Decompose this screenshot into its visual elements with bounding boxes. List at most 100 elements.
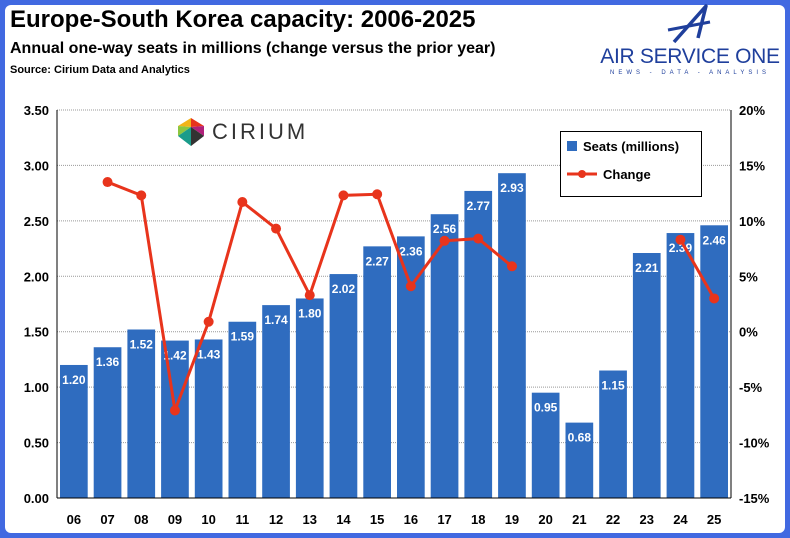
aso-name: AIR SERVICE ONE (600, 45, 780, 68)
bar-data-label: 2.02 (332, 282, 356, 296)
x-tick-label: 17 (437, 512, 451, 527)
y-left-tick-label: 1.00 (24, 380, 49, 395)
change-point (338, 190, 349, 201)
bar-data-label: 2.46 (702, 233, 726, 247)
change-point (136, 190, 147, 201)
y-right-tick-label: -5% (739, 380, 763, 395)
bar-data-label: 2.93 (500, 181, 524, 195)
line-swatch-icon (567, 170, 597, 178)
legend-item-change: Change (561, 160, 701, 188)
x-tick-label: 15 (370, 512, 384, 527)
y-left-tick-label: 1.50 (24, 325, 49, 340)
y-left-tick-label: 0.00 (24, 491, 49, 506)
legend-label: Change (603, 166, 651, 182)
y-right-tick-label: -15% (739, 491, 770, 506)
change-point (237, 197, 248, 208)
chart-subtitle: Annual one-way seats in millions (change… (10, 40, 496, 57)
bar-data-label: 1.80 (298, 306, 322, 320)
bar (531, 392, 560, 498)
change-point (169, 405, 180, 416)
bar (565, 422, 594, 498)
bar (194, 339, 223, 498)
change-point (675, 234, 686, 245)
bar (363, 246, 391, 498)
bar (498, 173, 526, 498)
bar (599, 370, 627, 498)
bar-data-label: 1.15 (601, 379, 625, 393)
x-tick-label: 09 (168, 512, 182, 527)
bar (228, 321, 257, 498)
change-point (405, 281, 416, 292)
bar (60, 364, 88, 498)
change-point (304, 290, 315, 301)
y-left-tick-label: 2.50 (24, 214, 49, 229)
bar-data-label: 1.36 (96, 355, 120, 369)
x-tick-label: 18 (471, 512, 485, 527)
cirium-mark-icon (178, 118, 204, 146)
x-tick-label: 25 (707, 512, 721, 527)
y-right-tick-label: 0% (739, 325, 758, 340)
x-tick-label: 10 (201, 512, 215, 527)
bar (632, 253, 661, 498)
legend-item-seats: Seats (millions) (561, 132, 701, 160)
y-right-tick-label: 20% (739, 103, 765, 118)
bar (93, 347, 122, 498)
x-tick-label: 24 (673, 512, 688, 527)
bar (666, 233, 695, 498)
x-tick-label: 11 (235, 512, 249, 527)
bar-data-label: 1.59 (231, 330, 255, 344)
legend: Seats (millions) Change (560, 131, 702, 197)
x-tick-label: 08 (134, 512, 148, 527)
air-service-one-logo: AIR SERVICE ONE NEWS - DATA - ANALYSIS (598, 4, 782, 77)
y-left-tick-label: 3.50 (24, 103, 49, 118)
bar-data-label: 2.21 (635, 261, 659, 275)
change-point (473, 233, 484, 244)
x-tick-label: 20 (538, 512, 552, 527)
x-tick-label: 14 (336, 512, 351, 527)
bar-data-label: 2.77 (467, 199, 491, 213)
bar (262, 305, 290, 498)
aso-tagline: NEWS - DATA - ANALYSIS (609, 70, 770, 76)
change-point (709, 293, 720, 304)
x-tick-label: 06 (67, 512, 81, 527)
bar-data-label: 1.42 (163, 349, 187, 363)
bar-data-label: 1.74 (264, 313, 288, 327)
change-point (372, 189, 383, 200)
change-line (679, 238, 716, 300)
bar-data-label: 0.95 (534, 401, 558, 415)
y-right-tick-label: 15% (739, 158, 765, 173)
x-tick-label: 16 (404, 512, 418, 527)
x-tick-label: 12 (269, 512, 283, 527)
y-right-tick-label: 10% (739, 214, 765, 229)
bar-data-label: 1.20 (62, 373, 86, 387)
bar (329, 274, 358, 498)
x-tick-label: 23 (640, 512, 654, 527)
plane-a-icon (667, 4, 711, 44)
bar-data-label: 2.27 (365, 254, 389, 268)
bar (430, 214, 459, 498)
y-left-tick-label: 2.00 (24, 269, 49, 284)
y-left-tick-label: 0.50 (24, 436, 49, 451)
chart-title: Europe-South Korea capacity: 2006-2025 (10, 6, 476, 33)
bar-swatch-icon (567, 141, 577, 151)
x-tick-label: 19 (505, 512, 519, 527)
bar (161, 340, 189, 498)
x-tick-label: 07 (100, 512, 114, 527)
x-tick-label: 13 (303, 512, 317, 527)
chart-source: Source: Cirium Data and Analytics (10, 64, 190, 76)
change-point (203, 316, 214, 327)
y-right-tick-label: 5% (739, 269, 758, 284)
bar-data-label: 1.52 (130, 337, 154, 351)
y-right-tick-label: -10% (739, 436, 770, 451)
x-tick-label: 22 (606, 512, 620, 527)
change-point (271, 223, 282, 234)
bar-data-label: 2.56 (433, 222, 457, 236)
bar (700, 225, 728, 498)
bar-data-label: 0.68 (568, 431, 592, 445)
bar (397, 236, 425, 498)
change-point (102, 177, 113, 188)
x-tick-label: 21 (572, 512, 586, 527)
bar-data-label: 1.43 (197, 347, 221, 361)
bar (127, 329, 156, 498)
